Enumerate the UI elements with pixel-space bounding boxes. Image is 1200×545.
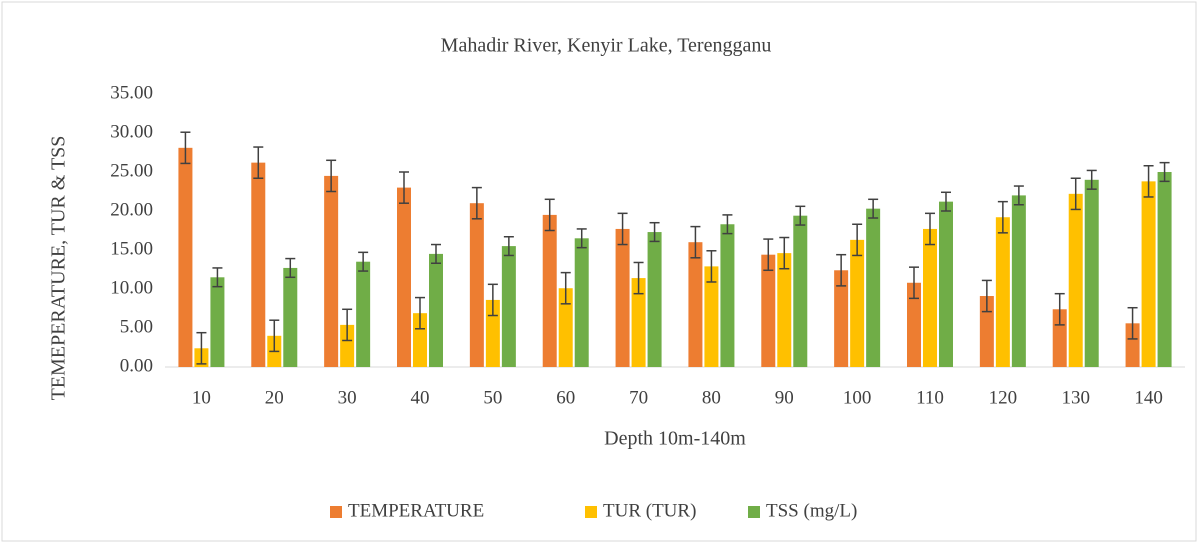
legend-swatch [330, 506, 342, 518]
bar [1011, 195, 1026, 367]
bar [469, 203, 484, 367]
bar [834, 270, 849, 367]
legend-label: TEMPERATURE [348, 500, 484, 521]
bar [1125, 323, 1140, 367]
legend-swatch [585, 506, 597, 518]
bar [1052, 309, 1067, 367]
bar [251, 162, 266, 367]
y-tick-label: 15.00 [110, 238, 153, 259]
x-tick-label: 30 [338, 387, 357, 408]
bar [501, 246, 516, 367]
bar [356, 261, 371, 367]
bar [413, 313, 427, 367]
x-tick-label: 100 [843, 387, 872, 408]
x-tick-label: 110 [916, 387, 944, 408]
x-tick-label: 90 [775, 387, 794, 408]
bar [615, 228, 630, 367]
bar [720, 224, 735, 367]
bar [1141, 181, 1156, 367]
x-tick-label: 80 [702, 387, 721, 408]
x-axis-title: Depth 10m-140m [604, 428, 746, 450]
y-tick-label: 0.00 [120, 355, 153, 376]
legend-label: TSS (mg/L) [766, 500, 857, 521]
x-tick-label: 40 [411, 387, 430, 408]
bar [850, 239, 865, 367]
bar [907, 282, 921, 367]
bar [429, 253, 443, 367]
bar [1084, 179, 1099, 367]
bar [1068, 193, 1083, 367]
bar [485, 299, 500, 367]
bar [324, 175, 339, 367]
y-tick-label: 25.00 [110, 160, 153, 181]
bar [1157, 172, 1172, 367]
x-tick-label: 120 [989, 387, 1018, 408]
x-tick-label: 50 [483, 387, 502, 408]
bar [793, 215, 808, 367]
y-tick-label: 20.00 [110, 199, 153, 220]
x-tick-label: 20 [265, 387, 284, 408]
chart-title: Mahadir River, Kenyir Lake, Terengganu [441, 35, 772, 57]
bar [777, 253, 792, 367]
x-tick-label: 70 [629, 387, 648, 408]
bar [631, 278, 646, 367]
y-tick-label: 5.00 [120, 316, 153, 337]
bar [340, 324, 355, 367]
bar [558, 288, 573, 367]
bar [542, 214, 557, 367]
legend-label: TUR (TUR) [603, 500, 696, 521]
bar [995, 217, 1010, 367]
x-tick-label: 60 [556, 387, 575, 408]
y-axis-title: TEMEPERATURE, TUR & TSS [48, 136, 70, 401]
bar [688, 242, 703, 367]
bar [574, 238, 589, 367]
bar [761, 254, 776, 367]
y-tick-label: 10.00 [110, 277, 153, 298]
y-tick-label: 30.00 [110, 121, 153, 142]
bar [647, 232, 662, 367]
y-tick-label: 35.00 [110, 82, 153, 103]
x-tick-label: 140 [1134, 387, 1163, 408]
x-tick-label: 130 [1061, 387, 1090, 408]
bar [979, 296, 994, 367]
legend-swatch [748, 506, 760, 518]
bar [397, 187, 411, 367]
bar [178, 147, 193, 367]
bar [283, 267, 298, 367]
bar [939, 201, 953, 367]
bar [704, 266, 719, 367]
bar [866, 208, 881, 367]
bar [210, 277, 225, 367]
x-tick-label: 10 [192, 387, 211, 408]
bar [923, 228, 937, 367]
